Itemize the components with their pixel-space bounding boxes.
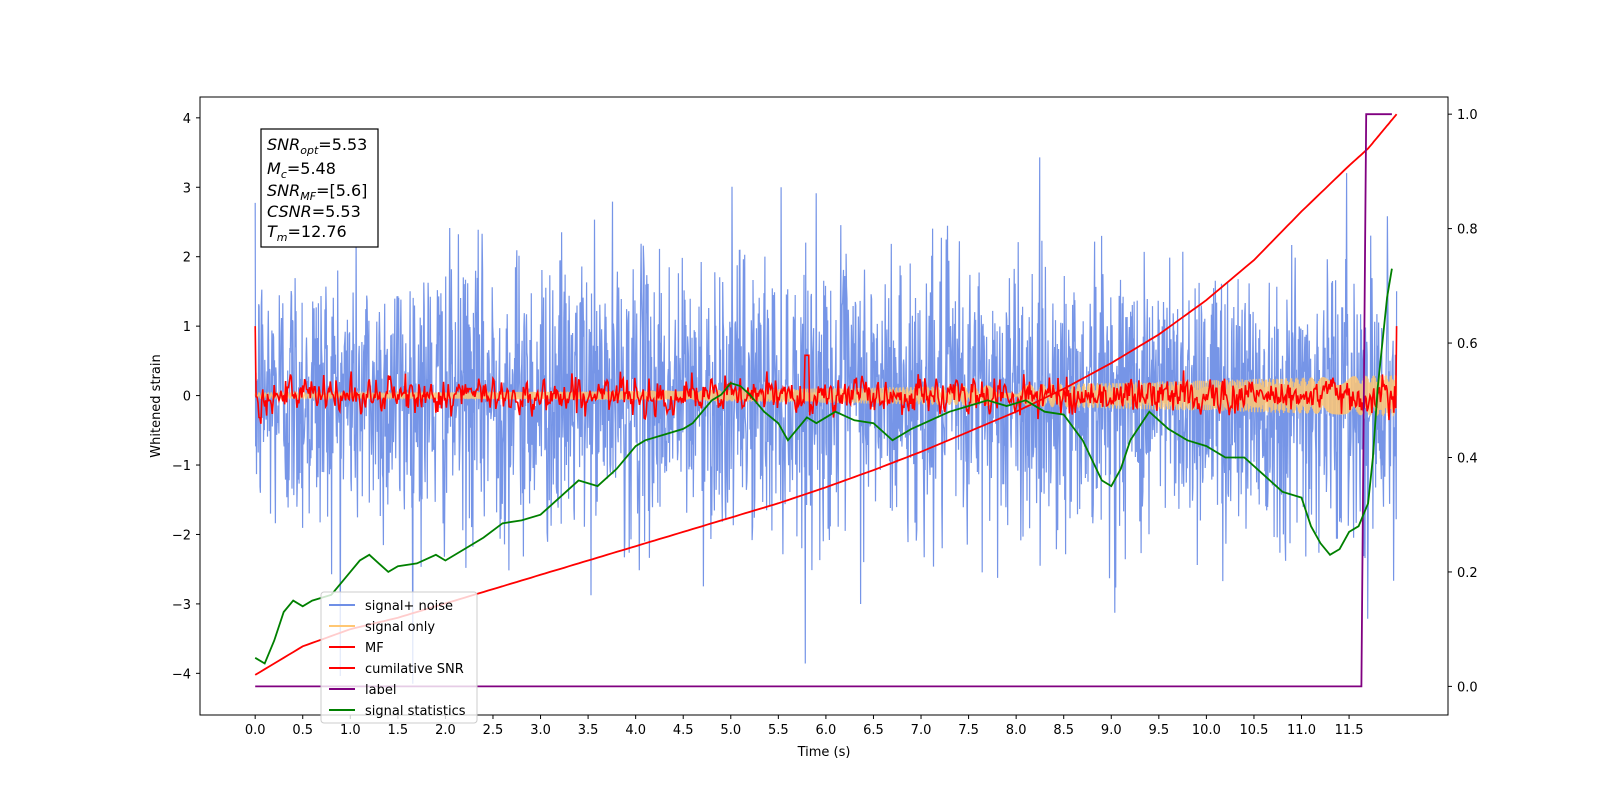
annotation-snr-opt: SNRopt=5.53: [267, 135, 367, 157]
snr-mf-value: =[5.6]: [316, 181, 367, 200]
x-tick-label: 4.5: [673, 723, 694, 738]
x-tick-label: 8.5: [1053, 723, 1074, 738]
x-tick-label: 2.0: [435, 723, 456, 738]
legend: signal+ noise signal only MF cumilative SNR…: [320, 591, 478, 724]
annotation-tm: Tm=12.76: [267, 222, 347, 244]
x-tick-label: 3.5: [578, 723, 599, 738]
y-right-tick-label: 1.0: [1457, 108, 1478, 123]
x-tick-label: 6.5: [863, 723, 884, 738]
annotation-mc: Mc=5.48: [267, 159, 336, 181]
y-left-tick-label: 2: [183, 251, 191, 266]
y-left-tick-label: −3: [172, 598, 191, 613]
annotation-frame: [260, 128, 379, 248]
x-axis: 0.0 0.5 1.0 1.5 2.0 2.5 3.0 3.5 4.0 4.5 5.0 5.5 6.0 6…: [245, 715, 1364, 738]
tm-value: =12.76: [288, 222, 347, 241]
x-tick-label: 5.0: [720, 723, 741, 738]
x-tick-label: 11.5: [1335, 723, 1364, 738]
x-tick-label: 10.0: [1192, 723, 1221, 738]
legend-label: cumilative SNR: [365, 662, 464, 677]
x-tick-label: 5.5: [768, 723, 789, 738]
x-tick-label: 7.5: [958, 723, 979, 738]
y-right-tick-label: 0.6: [1457, 337, 1478, 352]
mc-base: M: [267, 159, 281, 178]
plot-frame: [199, 96, 1449, 716]
y-left-tick-label: −4: [172, 667, 191, 682]
x-tick-label: 3.0: [530, 723, 551, 738]
x-tick-label: 8.0: [1006, 723, 1027, 738]
x-tick-label: 7.0: [911, 723, 932, 738]
tm-base: T: [267, 222, 278, 241]
legend-label: signal+ noise: [365, 599, 453, 614]
series-label-line: [255, 113, 1392, 688]
x-tick-label: 4.0: [625, 723, 646, 738]
series-signal-statistics-line: [254, 268, 1393, 665]
legend-label: MF: [365, 641, 384, 656]
snr-mf-base: SNR: [267, 181, 300, 200]
series-mf-line: [254, 326, 1398, 424]
snr-opt-base: SNR: [267, 135, 300, 154]
x-tick-label: 11.0: [1287, 723, 1316, 738]
legend-label: signal only: [365, 620, 435, 635]
y-left-tick-label: 4: [183, 112, 191, 127]
annotation-snr-mf: SNRMF=[5.6]: [267, 181, 367, 203]
snr-opt-value: =5.53: [318, 135, 367, 154]
snr-opt-sub: opt: [300, 144, 319, 157]
x-tick-label: 9.0: [1101, 723, 1122, 738]
series-signal-noise-line: [254, 157, 1398, 684]
legend-label: signal statistics: [365, 704, 466, 719]
mc-sub: c: [281, 168, 287, 181]
x-tick-label: 10.5: [1239, 723, 1268, 738]
x-tick-label: 1.5: [388, 723, 409, 738]
y-axis-left-label: Whitened strain: [149, 354, 164, 457]
stats-annotation-box: SNRopt=5.53 Mc=5.48 SNRMF=[5.6] CSNR=5.5…: [260, 128, 379, 248]
x-tick-label: 9.5: [1148, 723, 1169, 738]
y-left-tick-label: −2: [172, 528, 191, 543]
y-right-tick-label: 0.2: [1457, 566, 1478, 581]
csnr-base: CSNR: [267, 202, 312, 221]
annotation-csnr: CSNR=5.53: [267, 202, 361, 221]
y-left-tick-label: 3: [183, 181, 191, 196]
y-right-tick-label: 0.8: [1457, 223, 1478, 238]
x-axis-label: Time (s): [797, 745, 851, 760]
y-left-tick-label: 1: [183, 320, 191, 335]
x-tick-label: 0.0: [245, 723, 266, 738]
x-tick-label: 0.5: [292, 723, 313, 738]
y-right-tick-label: 0.0: [1457, 680, 1478, 695]
csnr-value: =5.53: [312, 202, 361, 221]
snr-mf-sub: MF: [300, 190, 316, 203]
y-axis-right: 1.0 0.8 0.6 0.4 0.2 0.0: [1448, 108, 1478, 695]
tm-sub: m: [277, 231, 288, 244]
y-axis-left: 4 3 2 1 0 −1 −2 −3 −4: [172, 112, 200, 682]
mc-value: =5.48: [287, 159, 336, 178]
x-tick-label: 2.5: [483, 723, 504, 738]
x-tick-label: 6.0: [816, 723, 837, 738]
y-left-tick-label: −1: [172, 459, 191, 474]
x-tick-label: 1.0: [340, 723, 361, 738]
y-left-tick-label: 0: [183, 390, 191, 405]
legend-frame: [320, 591, 478, 724]
legend-label: label: [365, 683, 396, 698]
y-right-tick-label: 0.4: [1457, 452, 1478, 467]
